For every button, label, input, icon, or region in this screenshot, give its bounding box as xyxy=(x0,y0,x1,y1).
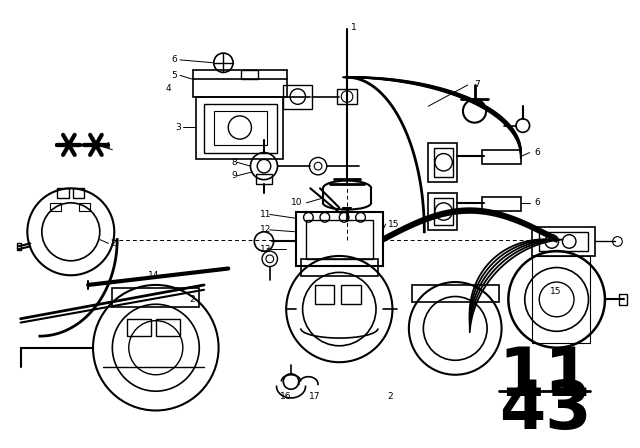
Text: 8: 8 xyxy=(231,158,237,167)
Bar xyxy=(193,79,287,97)
Bar xyxy=(620,293,627,305)
Bar xyxy=(73,188,84,198)
Bar xyxy=(337,89,356,104)
Text: 5: 5 xyxy=(172,71,177,80)
Bar xyxy=(412,285,499,302)
Text: 11: 11 xyxy=(260,210,271,219)
Bar xyxy=(49,203,61,211)
Text: 2: 2 xyxy=(111,239,116,248)
Bar xyxy=(483,150,521,164)
Bar xyxy=(341,285,360,304)
Bar xyxy=(428,193,457,230)
Text: 14: 14 xyxy=(148,271,159,280)
Bar xyxy=(428,143,457,181)
Bar xyxy=(540,232,588,251)
Text: 4: 4 xyxy=(166,84,171,93)
Bar xyxy=(305,220,373,259)
Bar xyxy=(204,104,276,153)
Bar xyxy=(434,198,453,225)
Bar xyxy=(532,256,591,343)
Text: 6: 6 xyxy=(534,148,540,157)
Bar xyxy=(532,227,595,256)
Text: 2: 2 xyxy=(189,295,195,304)
Bar xyxy=(113,288,199,307)
Bar xyxy=(79,203,90,211)
Text: 43: 43 xyxy=(499,378,591,444)
Bar xyxy=(483,197,521,211)
Text: 7: 7 xyxy=(474,81,480,90)
Text: 10: 10 xyxy=(291,198,303,207)
Text: 3: 3 xyxy=(175,123,181,132)
Bar xyxy=(434,148,453,177)
Text: 11: 11 xyxy=(499,344,591,409)
Bar xyxy=(284,85,312,109)
Text: 17: 17 xyxy=(308,392,320,401)
Text: 6: 6 xyxy=(172,56,177,65)
Bar xyxy=(214,111,267,145)
Text: 4: 4 xyxy=(104,142,110,151)
Text: 6: 6 xyxy=(534,198,540,207)
Text: 12: 12 xyxy=(260,225,271,234)
Bar xyxy=(256,174,272,184)
Text: 1: 1 xyxy=(351,22,356,31)
Text: 15: 15 xyxy=(388,220,399,228)
Bar xyxy=(315,285,335,304)
Bar xyxy=(296,212,383,266)
Bar xyxy=(58,188,69,198)
Bar xyxy=(156,319,180,336)
Text: 13: 13 xyxy=(260,245,271,254)
Text: 16: 16 xyxy=(280,392,292,401)
Bar xyxy=(301,259,378,276)
Bar xyxy=(17,243,20,250)
Bar xyxy=(241,69,258,79)
Bar xyxy=(196,97,284,159)
Text: 15: 15 xyxy=(550,287,561,296)
Text: 9: 9 xyxy=(231,171,237,180)
Text: 2: 2 xyxy=(388,392,393,401)
Bar xyxy=(127,319,151,336)
